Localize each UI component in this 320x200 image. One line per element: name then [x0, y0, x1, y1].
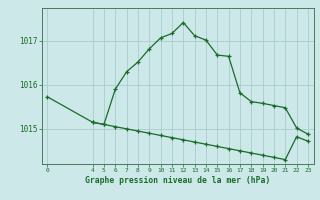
X-axis label: Graphe pression niveau de la mer (hPa): Graphe pression niveau de la mer (hPa) — [85, 176, 270, 185]
